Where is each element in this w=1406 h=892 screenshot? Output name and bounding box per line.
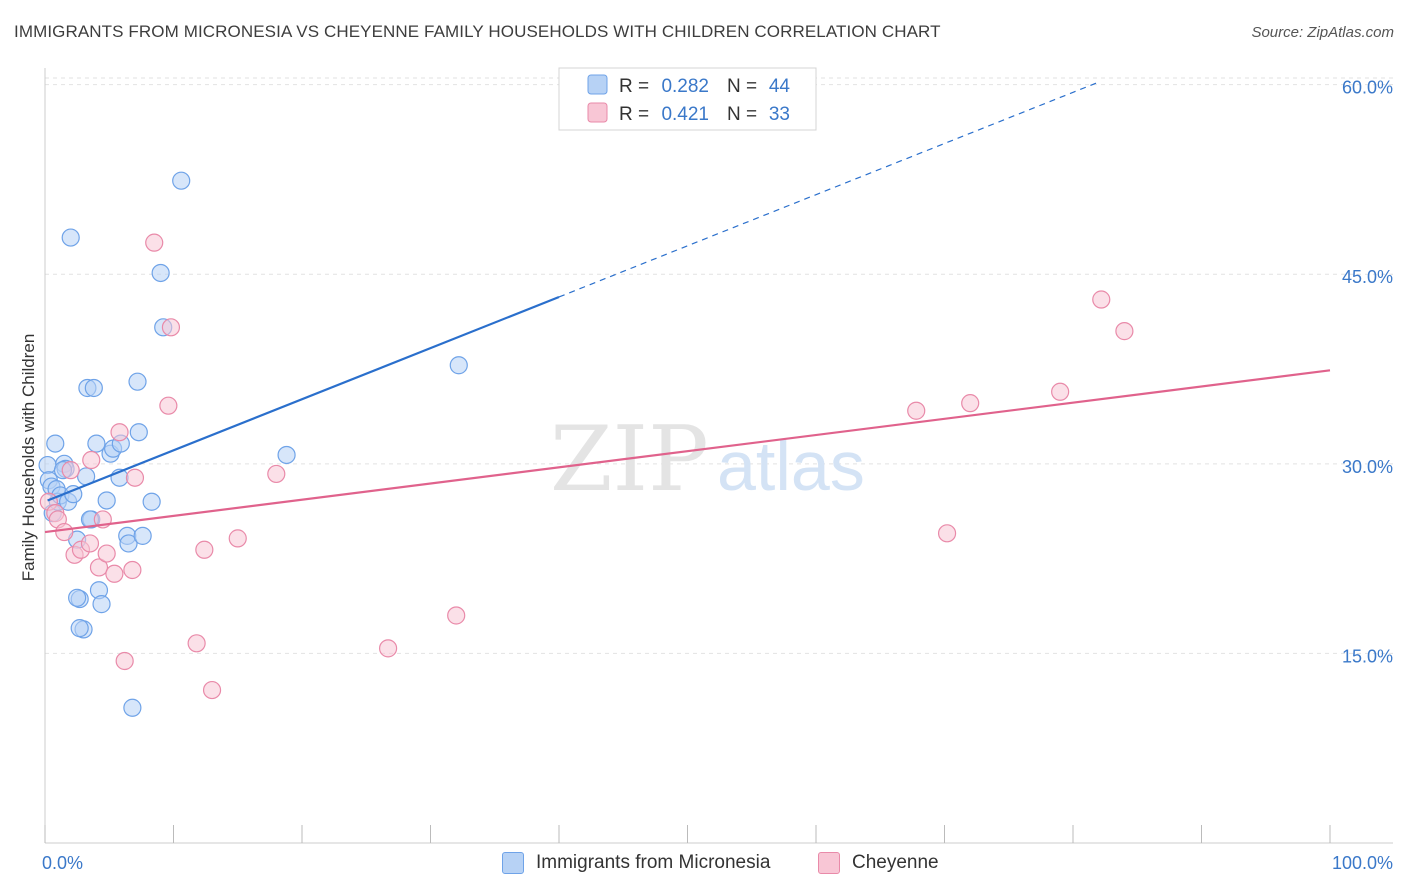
cheyenne-point xyxy=(115,651,134,671)
legend-swatch xyxy=(587,74,608,95)
gridlines xyxy=(45,77,1393,654)
cheyenne-point xyxy=(202,680,222,700)
micronesia-point xyxy=(151,263,170,283)
micronesia-trend-extension xyxy=(558,81,1099,298)
micronesia-point xyxy=(38,455,57,475)
cheyenne-point xyxy=(97,544,116,563)
legend-r-value: 0.421 xyxy=(661,104,709,125)
cheyenne-point xyxy=(1115,322,1134,341)
micronesia-point xyxy=(277,445,296,465)
cheyenne-point xyxy=(159,396,178,415)
legend-n-label: N = xyxy=(727,104,757,125)
legend-r-label: R = xyxy=(619,76,649,97)
cheyenne-point xyxy=(110,423,129,442)
cheyenne-point xyxy=(145,233,164,252)
x-tick-label: 100.0% xyxy=(1332,853,1393,873)
legend-r-value: 0.282 xyxy=(661,76,709,97)
cheyenne-point xyxy=(161,318,181,337)
cheyenne-point xyxy=(89,558,109,577)
y-tick-label: 30.0% xyxy=(1342,457,1393,477)
legend-label-cheyenne: Cheyenne xyxy=(852,852,939,873)
micronesia-point xyxy=(97,491,116,510)
cheyenne-point xyxy=(961,394,980,413)
cheyenne-point xyxy=(125,468,145,487)
cheyenne-point xyxy=(123,560,142,580)
micronesia-point xyxy=(70,619,89,638)
micronesia-swatch xyxy=(502,852,524,874)
data-points xyxy=(38,171,1134,717)
micronesia-point xyxy=(123,698,142,717)
chart-title: IMMIGRANTS FROM MICRONESIA VS CHEYENNE F… xyxy=(14,22,941,41)
watermark-atlas: atlas xyxy=(717,427,865,505)
micronesia-point xyxy=(449,356,468,375)
legend-n-value: 33 xyxy=(769,104,790,125)
cheyenne-point xyxy=(267,464,286,484)
micronesia-point xyxy=(46,434,65,453)
legend-r-label: R = xyxy=(619,104,649,125)
trend-lines xyxy=(44,81,1331,534)
micronesia-trend-line xyxy=(47,295,560,502)
legend-label-micronesia: Immigrants from Micronesia xyxy=(536,852,771,873)
micronesia-point xyxy=(119,534,138,553)
legend-n-label: N = xyxy=(727,76,757,97)
axes xyxy=(44,68,1393,844)
micronesia-point xyxy=(129,423,148,442)
cheyenne-point xyxy=(195,540,214,559)
legend-n-value: 44 xyxy=(769,76,791,97)
x-tick-label: 0.0% xyxy=(42,853,83,873)
micronesia-point xyxy=(61,228,80,247)
cheyenne-point xyxy=(187,634,206,653)
tick-labels: 15.0% 30.0% 45.0% 60.0% 0.0% 100.0% Family Hou… xyxy=(19,78,1393,873)
legend-item-micronesia: Immigrants from Micronesia xyxy=(502,852,770,874)
cheyenne-point xyxy=(907,401,926,420)
cheyenne-point xyxy=(61,461,80,480)
y-tick-label: 45.0% xyxy=(1342,267,1393,287)
legend-box: R = 0.282 N = 44 R = 0.421 N = 33 xyxy=(558,67,817,131)
micronesia-point xyxy=(128,372,147,391)
cheyenne-point xyxy=(82,450,101,470)
cheyenne-point xyxy=(1092,290,1111,309)
cheyenne-point xyxy=(378,639,398,658)
micronesia-point xyxy=(172,171,191,190)
watermark: ZIPatlas xyxy=(550,407,865,512)
cheyenne-point xyxy=(1051,382,1070,401)
cheyenne-point xyxy=(105,564,124,583)
legend-swatch xyxy=(587,102,608,123)
source-credit: Source: ZipAtlas.com xyxy=(1251,24,1394,41)
cheyenne-point xyxy=(55,522,74,542)
cheyenne-point xyxy=(80,534,100,553)
y-tick-label: 60.0% xyxy=(1342,78,1393,98)
micronesia-point xyxy=(87,434,106,453)
cheyenne-point xyxy=(228,529,247,548)
y-axis-label: Family Households with Children xyxy=(19,334,38,582)
legend-item-cheyenne: Cheyenne xyxy=(818,852,939,874)
micronesia-point xyxy=(142,492,161,511)
cheyenne-point xyxy=(937,524,957,543)
cheyenne-swatch xyxy=(818,852,840,874)
micronesia-point xyxy=(84,378,103,398)
y-tick-label: 15.0% xyxy=(1342,646,1393,666)
micronesia-point xyxy=(92,595,111,614)
cheyenne-trend-line xyxy=(44,369,1331,534)
cheyenne-point xyxy=(447,606,466,625)
micronesia-point xyxy=(133,526,152,545)
micronesia-point xyxy=(68,588,87,607)
